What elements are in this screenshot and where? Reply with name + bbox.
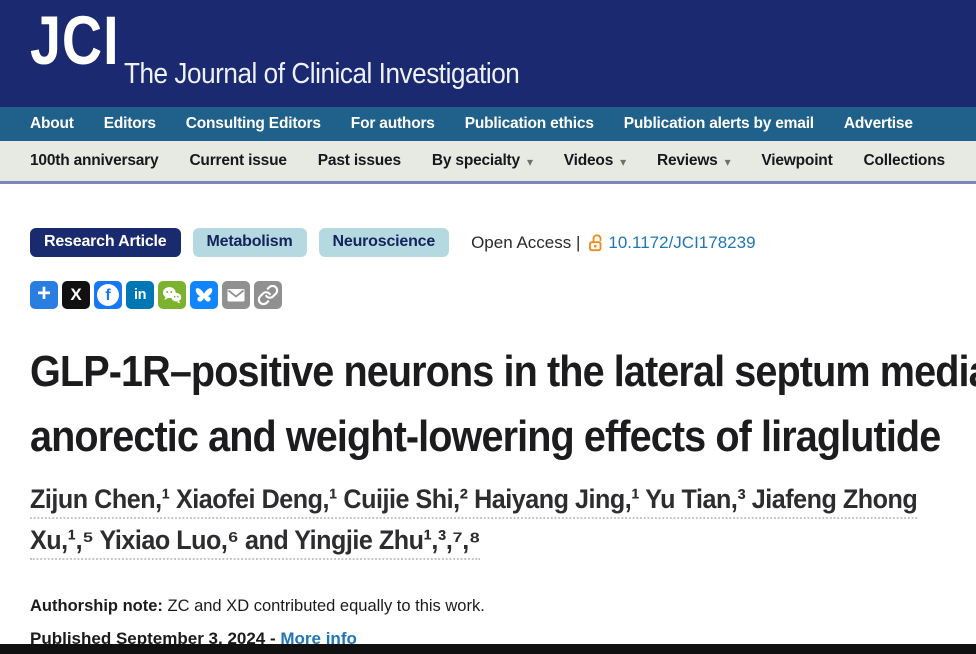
title-line-2: anorectic and weight-lowering effects of… [30,412,941,461]
nav-label: 100th anniversary [30,152,159,169]
neuroscience-badge[interactable]: Neuroscience [318,228,450,257]
x-twitter-icon[interactable]: X [62,281,90,309]
more-info-link[interactable]: More info [280,629,357,648]
nav-collections[interactable]: Collections [863,152,946,170]
copy-link-icon[interactable] [254,281,282,309]
facebook-icon[interactable]: f [94,281,122,309]
nav-past-issues[interactable]: Past issues [318,152,401,170]
journal-tagline: The Journal of Clinical Investigation [124,58,520,90]
wechat-icon[interactable] [158,281,186,309]
nav-consulting-editors[interactable]: Consulting Editors [185,115,321,132]
linkedin-icon[interactable]: in [126,281,154,309]
nav-viewpoint[interactable]: Viewpoint [761,152,832,170]
open-lock-icon [589,233,602,251]
wechat-bubbles-glyph [162,287,182,304]
x-glyph: X [70,285,82,304]
secondary-nav: 100th anniversary Current issue Past iss… [0,141,976,184]
authors-line-2[interactable]: Xu,¹,⁵ Yixiao Luo,⁶ and Yingjie Zhu¹,³,⁷… [30,526,481,560]
chain-link-glyph [257,284,279,306]
open-access-label: Open Access | [471,232,581,252]
nav-label: Past issues [317,152,401,169]
nav-publication-ethics[interactable]: Publication ethics [464,115,594,132]
nav-label: Current issue [189,152,287,169]
nav-for-authors[interactable]: For authors [350,115,435,132]
plus-glyph: + [36,280,51,307]
share-toolbar: + X f in [30,281,976,309]
chevron-down-icon: ▾ [526,155,533,169]
nav-advertise[interactable]: Advertise [843,115,913,132]
bluesky-icon[interactable] [190,281,218,309]
nav-label: Collections [863,152,946,169]
facebook-f-glyph: f [97,284,119,306]
published-date: Published September 3, 2024 - [30,629,281,648]
nav-publication-alerts[interactable]: Publication alerts by email [623,115,814,132]
authors: Zijun Chen,¹ Xiaofei Deng,¹ Cuijie Shi,²… [30,485,976,567]
badges-row: Research Article Metabolism Neuroscience… [30,228,976,257]
email-icon[interactable] [222,281,250,309]
research-article-badge[interactable]: Research Article [30,228,181,257]
nav-100th-anniversary[interactable]: 100th anniversary [30,152,159,170]
authors-line-1[interactable]: Zijun Chen,¹ Xiaofei Deng,¹ Cuijie Shi,²… [30,485,918,519]
doi-link[interactable]: 10.1172/JCI178239 [586,232,756,253]
authorship-note-label: Authorship note: [30,597,163,615]
authorship-note: Authorship note: ZC and XD contributed e… [30,597,976,616]
chevron-down-icon: ▾ [724,155,731,169]
jci-logo[interactable]: JCI [30,2,120,80]
butterfly-glyph [195,288,213,302]
nav-by-specialty[interactable]: By specialty ▾ [432,152,533,170]
nav-label: Viewpoint [761,152,833,169]
open-access-group: Open Access | 10.1172/JCI178239 [471,233,755,253]
nav-about[interactable]: About [30,115,74,132]
envelope-glyph [227,289,245,302]
article-content: Research Article Metabolism Neuroscience… [0,228,976,649]
authorship-note-text: ZC and XD contributed equally to this wo… [162,597,485,615]
bottom-window-edge [0,644,976,654]
title-line-1: GLP-1R–positive neurons in the lateral s… [30,347,976,396]
masthead: JCI The Journal of Clinical Investigatio… [0,0,976,107]
linkedin-glyph: in [134,287,146,303]
chevron-down-icon: ▾ [620,155,626,169]
share-plus-icon[interactable]: + [30,281,58,309]
nav-label: Videos [563,152,614,169]
doi-text: 10.1172/JCI178239 [608,232,756,252]
nav-videos[interactable]: Videos ▾ [564,152,626,170]
nav-editors[interactable]: Editors [103,115,156,132]
primary-nav: About Editors Consulting Editors For aut… [0,107,976,141]
nav-label: By specialty [431,152,520,169]
metabolism-badge[interactable]: Metabolism [192,228,307,257]
nav-reviews[interactable]: Reviews ▾ [656,152,731,170]
nav-label: Reviews [656,152,718,169]
article-title: GLP-1R–positive neurons in the lateral s… [30,339,976,469]
nav-current-issue[interactable]: Current issue [189,152,287,170]
published-line: Published September 3, 2024 - More info [30,629,976,649]
